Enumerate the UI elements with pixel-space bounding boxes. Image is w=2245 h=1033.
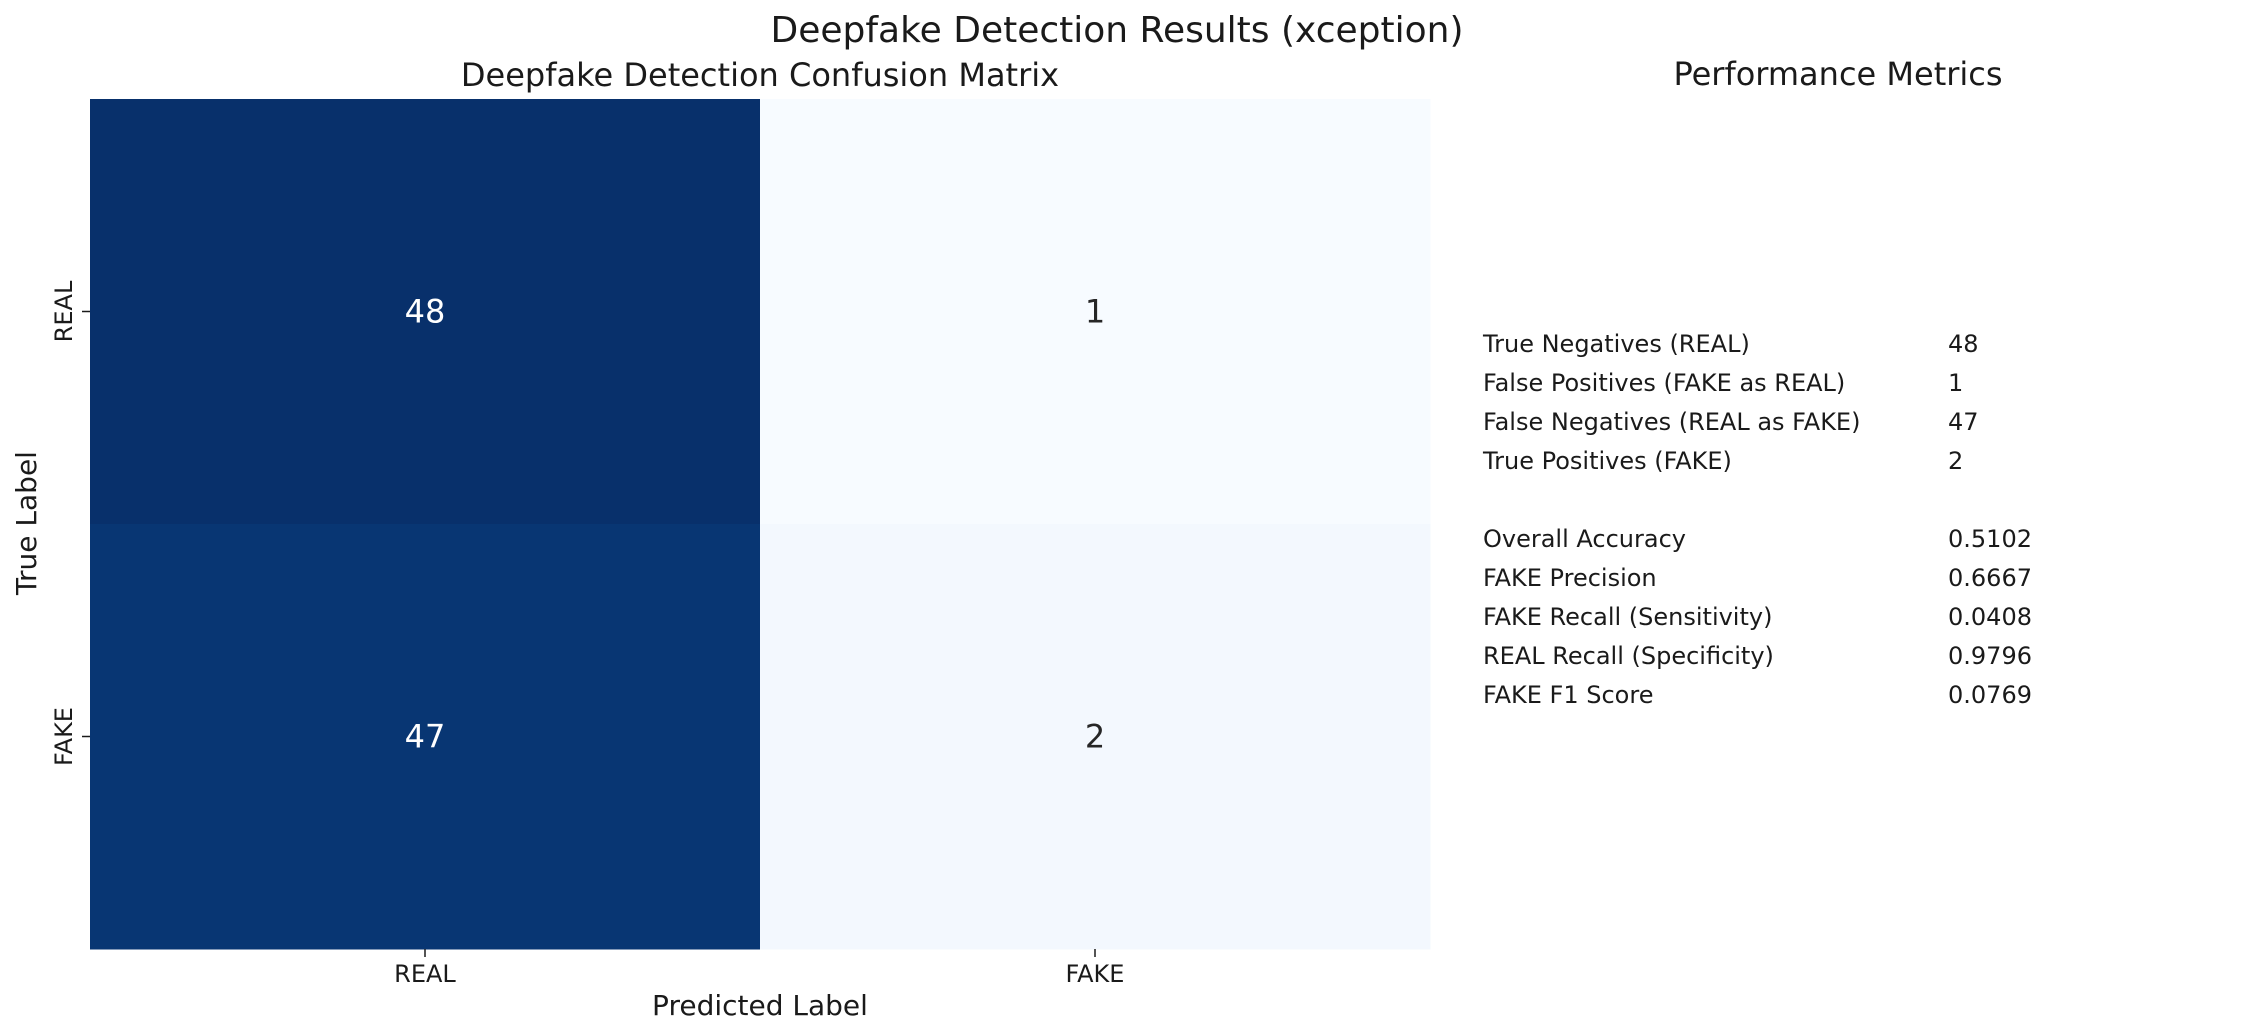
metric-row-f1-score: FAKE F1 Score 0.0769	[1483, 679, 2083, 718]
metric-label: False Negatives (REAL as FAKE)	[1483, 408, 1861, 436]
metrics-table: True Negatives (REAL) 48 False Positives…	[1483, 328, 2083, 718]
metric-row-true-negatives: True Negatives (REAL) 48	[1483, 328, 2083, 367]
metric-row-precision: FAKE Precision 0.6667	[1483, 562, 2083, 601]
y-tick-label: REAL	[50, 280, 78, 342]
heatmap-cell-real-fake	[760, 99, 1431, 525]
metric-row-recall: FAKE Recall (Sensitivity) 0.0408	[1483, 601, 2083, 640]
heatmap-cell-value: 48	[405, 293, 446, 331]
heatmap-cell-real-real	[90, 99, 761, 525]
metric-label: Overall Accuracy	[1483, 525, 1686, 553]
x-axis-label: Predicted Label	[652, 989, 868, 1022]
metric-label: True Negatives (REAL)	[1483, 330, 1750, 358]
metric-label: FAKE Precision	[1483, 564, 1657, 592]
metric-label: True Positives (FAKE)	[1483, 447, 1732, 475]
metric-value: 48	[1948, 330, 1979, 358]
metric-label: REAL Recall (Specificity)	[1483, 642, 1774, 670]
y-tick-label: FAKE	[50, 707, 78, 766]
heatmap-cell-fake-fake	[760, 524, 1431, 950]
metric-value: 2	[1948, 447, 1964, 475]
metric-value: 0.5102	[1948, 525, 2032, 553]
metric-label: FAKE F1 Score	[1483, 681, 1654, 709]
metrics-spacer	[1483, 484, 2083, 523]
metric-row-accuracy: Overall Accuracy 0.5102	[1483, 523, 2083, 562]
metric-label: False Positives (FAKE as REAL)	[1483, 369, 1846, 397]
metric-label: FAKE Recall (Sensitivity)	[1483, 603, 1773, 631]
metric-row-specificity: REAL Recall (Specificity) 0.9796	[1483, 640, 2083, 679]
figure-suptitle: Deepfake Detection Results (xception)	[770, 10, 1463, 51]
metric-value: 1	[1948, 369, 1964, 397]
heatmap-cell-value: 2	[1085, 718, 1105, 756]
metric-row-true-positives: True Positives (FAKE) 2	[1483, 445, 2083, 484]
heatmap-cell-value: 47	[405, 718, 446, 756]
metric-row-false-negatives: False Negatives (REAL as FAKE) 47	[1483, 406, 2083, 445]
metrics-panel-title: Performance Metrics	[1673, 55, 2002, 93]
metric-value: 0.0408	[1948, 603, 2032, 631]
confusion-matrix-heatmap: 48 1 47 2 REAL FAKE REAL FAKE	[50, 99, 1431, 988]
heatmap-cell-fake-real	[90, 524, 761, 950]
metric-value: 47	[1948, 408, 1979, 436]
metric-value: 0.6667	[1948, 564, 2032, 592]
x-tick-label: REAL	[394, 960, 456, 988]
x-tick-label: FAKE	[1066, 960, 1125, 988]
heatmap-cell-value: 1	[1085, 293, 1105, 331]
metric-row-false-positives: False Positives (FAKE as REAL) 1	[1483, 367, 2083, 406]
metric-value: 0.9796	[1948, 642, 2032, 670]
heatmap-title: Deepfake Detection Confusion Matrix	[461, 56, 1059, 94]
y-axis-label: True Label	[10, 451, 43, 596]
metric-value: 0.0769	[1948, 681, 2032, 709]
